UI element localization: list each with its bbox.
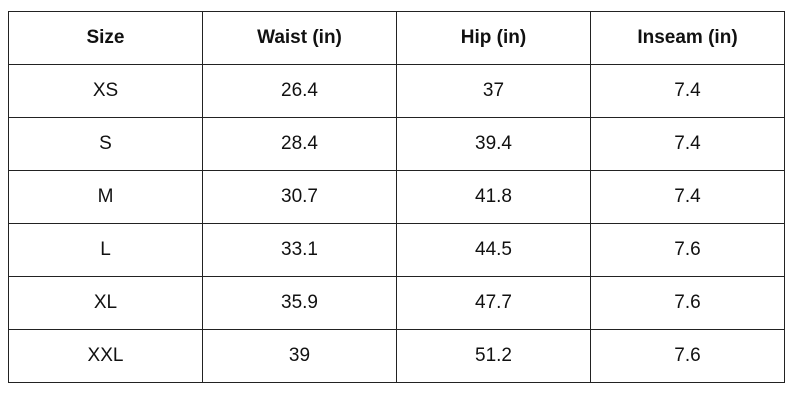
table-row: L 33.1 44.5 7.6: [8, 223, 785, 277]
cell-waist: 30.7: [202, 170, 397, 224]
cell-size: M: [8, 170, 203, 224]
cell-inseam: 7.4: [590, 117, 785, 171]
header-size: Size: [8, 11, 203, 65]
cell-hip: 41.8: [396, 170, 591, 224]
table-row: XS 26.4 37 7.4: [8, 64, 785, 118]
cell-inseam: 7.6: [590, 223, 785, 277]
cell-hip: 37: [396, 64, 591, 118]
cell-hip: 51.2: [396, 329, 591, 383]
table-header-row: Size Waist (in) Hip (in) Inseam (in): [8, 11, 785, 65]
header-hip: Hip (in): [396, 11, 591, 65]
cell-inseam: 7.6: [590, 276, 785, 330]
cell-waist: 28.4: [202, 117, 397, 171]
cell-inseam: 7.4: [590, 64, 785, 118]
cell-inseam: 7.6: [590, 329, 785, 383]
cell-hip: 44.5: [396, 223, 591, 277]
cell-size: L: [8, 223, 203, 277]
cell-size: S: [8, 117, 203, 171]
header-waist: Waist (in): [202, 11, 397, 65]
cell-hip: 47.7: [396, 276, 591, 330]
size-chart-table: Size Waist (in) Hip (in) Inseam (in) XS …: [8, 11, 785, 383]
size-chart-container: Size Waist (in) Hip (in) Inseam (in) XS …: [8, 11, 785, 383]
header-inseam: Inseam (in): [590, 11, 785, 65]
table-row: XL 35.9 47.7 7.6: [8, 276, 785, 330]
cell-size: XS: [8, 64, 203, 118]
cell-waist: 33.1: [202, 223, 397, 277]
table-row: XXL 39 51.2 7.6: [8, 329, 785, 383]
cell-size: XL: [8, 276, 203, 330]
cell-waist: 39: [202, 329, 397, 383]
table-row: M 30.7 41.8 7.4: [8, 170, 785, 224]
table-row: S 28.4 39.4 7.4: [8, 117, 785, 171]
cell-waist: 26.4: [202, 64, 397, 118]
cell-inseam: 7.4: [590, 170, 785, 224]
cell-hip: 39.4: [396, 117, 591, 171]
cell-size: XXL: [8, 329, 203, 383]
cell-waist: 35.9: [202, 276, 397, 330]
